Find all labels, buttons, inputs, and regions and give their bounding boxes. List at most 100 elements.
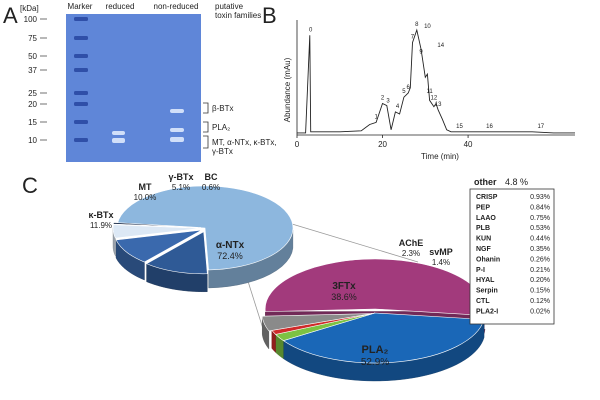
marker-band — [74, 138, 88, 142]
peak-label-17: 17 — [537, 124, 544, 130]
pie-label-svmp: svMP — [429, 247, 453, 257]
peak-label-4: 4 — [396, 104, 400, 110]
panel-c-label: C — [22, 173, 38, 198]
pie-label-α-ntx: α-NTx — [216, 240, 245, 251]
gel-band — [112, 138, 125, 143]
peak-label-12: 12 — [431, 96, 438, 102]
marker-band — [74, 102, 88, 106]
other-value-laao: 0.75% — [530, 215, 550, 222]
peak-label-5: 5 — [402, 89, 406, 95]
peak-label-16: 16 — [486, 124, 493, 130]
other-value-ctl: 0.12% — [530, 298, 550, 305]
marker-band — [74, 91, 88, 95]
peak-label-13: 13 — [435, 102, 442, 108]
other-value-pep: 0.84% — [530, 204, 550, 211]
pie-value-3ftx: 38.6% — [331, 292, 357, 302]
pie-value-pla₂: 52.9% — [361, 357, 389, 368]
marker-label-25: 25 — [28, 89, 37, 98]
pie-3ftx-breakdown — [112, 185, 294, 292]
peak-label-2: 2 — [381, 96, 385, 102]
other-title: other — [474, 177, 497, 187]
pie-slice-γ-btx — [112, 224, 202, 239]
marker-band — [74, 36, 88, 40]
x-tick-label-0: 0 — [295, 140, 300, 149]
gel-unit-label: [kDa] — [20, 4, 39, 13]
other-value-crisp: 0.93% — [530, 194, 550, 201]
pie-slice-α-ntx — [117, 185, 294, 271]
gel-band — [170, 109, 184, 113]
pie-label-bc: BC — [205, 172, 218, 182]
pie-label-pla₂: PLA₂ — [362, 344, 389, 356]
pie-slice-mt — [115, 229, 202, 263]
family-annotations — [203, 102, 209, 149]
family-mt-line-2: γ-BTx — [212, 147, 233, 156]
other-item-plb: PLB — [476, 225, 490, 232]
other-item-pep: PEP — [476, 204, 490, 211]
marker-label-100: 100 — [24, 15, 38, 24]
panel-b-label: B — [262, 3, 277, 28]
other-value-serpin: 0.15% — [530, 288, 550, 295]
pie-value-svmp: 1.4% — [432, 258, 450, 267]
other-item-serpin: Serpin — [476, 288, 498, 295]
peak-label-11: 11 — [426, 89, 433, 95]
gel-band — [112, 131, 125, 135]
other-value-ngf: 0.35% — [530, 246, 550, 253]
x-tick-label-20: 20 — [378, 140, 387, 149]
marker-band — [74, 68, 88, 72]
other-item-ngf: NGF — [476, 246, 492, 253]
other-item-pla2-i: PLA2-I — [476, 308, 498, 315]
gel-col-families: putative toxin families — [215, 2, 261, 20]
other-item-ctl: CTL — [476, 298, 490, 305]
marker-label-20: 20 — [28, 100, 37, 109]
family-beta-btx: β-BTx — [212, 104, 234, 113]
other-value-p-i: 0.21% — [530, 267, 550, 274]
marker-label-75: 75 — [28, 34, 37, 43]
other-list: CRISP 0.93% PEP 0.84% LAAO 0.75% PLB 0.53% KUN 0.… — [476, 194, 550, 315]
family-mt: MT, α-NTx, κ-BTx, γ-BTx — [212, 138, 279, 156]
marker-label-50: 50 — [28, 52, 37, 61]
other-item-p-i: P-I — [476, 267, 485, 274]
panel-a-label: A — [3, 3, 18, 28]
family-pla2: PLA₂ — [212, 123, 230, 132]
connector-line-bottom — [245, 274, 266, 336]
peak-label-3: 3 — [386, 99, 390, 105]
marker-band — [74, 120, 88, 124]
marker-label-37: 37 — [28, 66, 37, 75]
pie-slice-other — [261, 313, 373, 332]
bracket-pla2 — [203, 121, 209, 133]
other-value-pla2-i: 0.02% — [530, 308, 550, 315]
pie-value-γ-btx: 5.1% — [172, 183, 190, 192]
pie-value-κ-btx: 11.9% — [90, 221, 112, 230]
connector-line-top — [291, 223, 419, 263]
gel-col-nonreduced: non-reduced — [154, 2, 199, 11]
peak-label-0: 0 — [309, 27, 313, 33]
gel-col-families-line-1: putative — [215, 2, 244, 11]
family-mt-line-1: MT, α-NTx, κ-BTx, — [212, 138, 277, 147]
pie-label-κ-btx: κ-BTx — [88, 210, 113, 220]
marker-band — [74, 54, 88, 58]
marker-label-15: 15 — [28, 118, 37, 127]
bracket-mt — [203, 135, 209, 149]
gel-col-reduced: reduced — [106, 2, 135, 11]
peak-label-14: 14 — [437, 43, 444, 49]
other-value-hyal: 0.20% — [530, 277, 550, 284]
other-value-kun: 0.44% — [530, 236, 550, 243]
peak-label-1: 1 — [374, 114, 378, 120]
pie-slice-κ-btx — [145, 231, 208, 275]
other-value-ohanin: 0.26% — [530, 256, 550, 263]
peak-label-6: 6 — [407, 85, 411, 91]
other-item-kun: KUN — [476, 236, 491, 243]
other-item-ohanin: Ohanin — [476, 256, 500, 263]
pie-slice-bc — [112, 222, 202, 228]
chromatogram-axes: 0 20 40 — [295, 20, 575, 149]
other-box — [469, 188, 555, 325]
peak-label-9: 9 — [419, 49, 423, 55]
marker-label-10: 10 — [28, 136, 37, 145]
gel-col-marker: Marker — [68, 2, 93, 11]
peak-label-15: 15 — [456, 124, 463, 130]
y-axis-title: Abundance (mAu) — [283, 57, 292, 122]
gel-bands — [74, 17, 184, 143]
chromatogram-trace — [297, 28, 575, 134]
